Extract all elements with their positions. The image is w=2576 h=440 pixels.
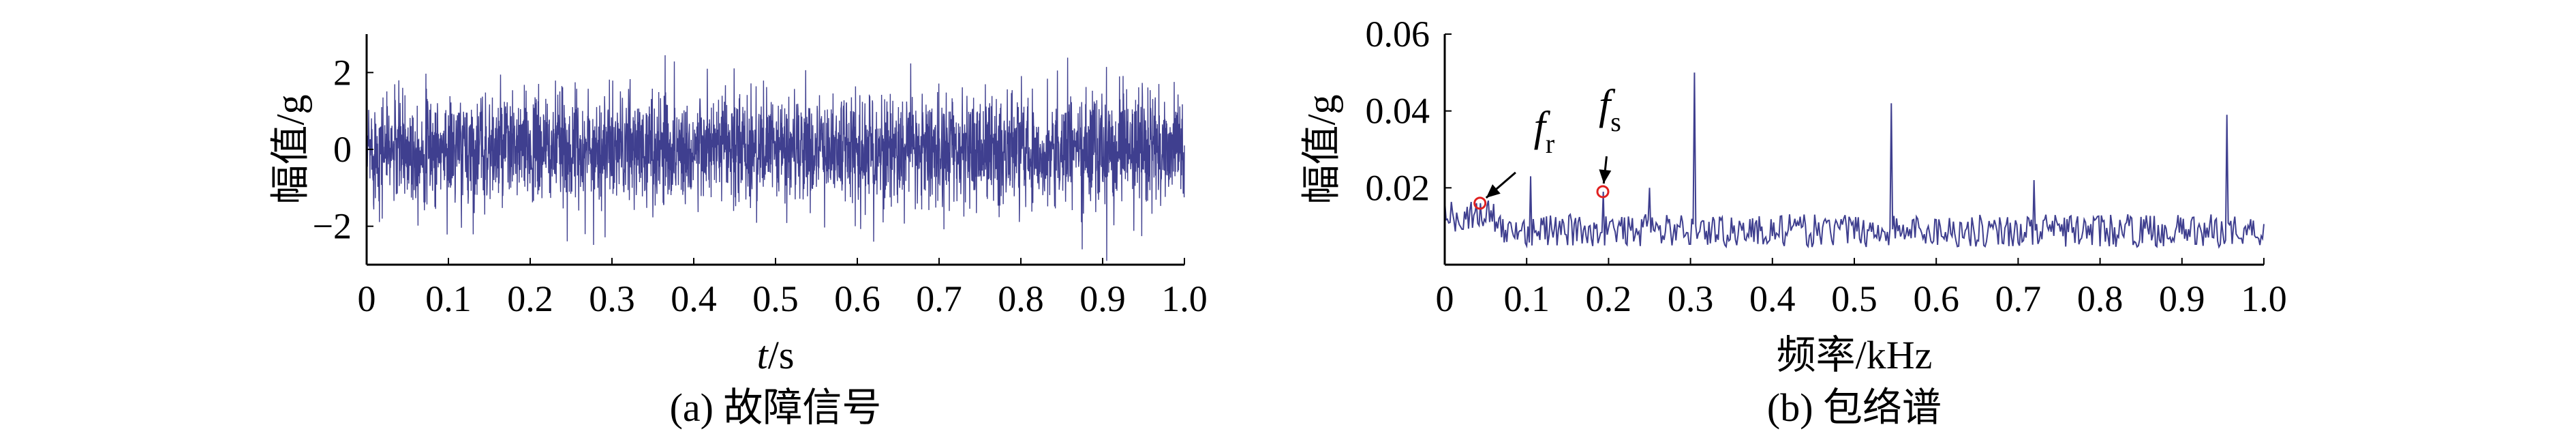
envelope-spectrum-x-tick-label: 0.1 — [1503, 278, 1550, 319]
envelope-spectrum-x-tick-label: 0.9 — [2159, 278, 2205, 319]
envelope-spectrum-x-tick-label: 0.5 — [1831, 278, 1877, 319]
envelope-spectrum-x-tick-label: 0.7 — [1995, 278, 2042, 319]
envelope-spectrum-y-tick-label: 0.06 — [1366, 14, 1430, 55]
annotation-label-s: fs — [1599, 82, 1621, 137]
time-signal-y-tick-label: 0 — [333, 129, 352, 170]
time-signal-x-tick-label: 0.7 — [916, 278, 962, 319]
envelope-spectrum-ticks: 0 0.1 0.2 0.3 0.4 0.5 0.6 0.7 0.8 0.9 1.0 0.02 0.04 0… — [1366, 14, 2287, 319]
annotation-arrowhead-s — [1599, 169, 1612, 184]
time-signal-x-tick-label: 0.1 — [425, 278, 472, 319]
time-signal-x-tick-label: 1.0 — [1161, 278, 1208, 319]
envelope-spectrum-y-axis-label: 幅值/g — [1299, 94, 1343, 204]
annotation-arrowhead-r — [1486, 184, 1501, 199]
time-signal-x-tick-label: 0.4 — [671, 278, 717, 319]
time-signal-x-axis-symbol: t — [757, 333, 769, 377]
time-signal-x-tick-label: 0.5 — [752, 278, 799, 319]
annotation-label-subscript: r — [1546, 128, 1554, 159]
time-signal-x-tick-label: 0 — [358, 278, 376, 319]
time-signal-x-axis-unit: /s — [768, 333, 795, 377]
time-signal-x-tick-label: 0.2 — [507, 278, 553, 319]
annotation-label-r: fr — [1534, 104, 1555, 159]
annotation-marker-r — [1473, 196, 1487, 210]
time-signal-x-tick-label: 0.3 — [589, 278, 635, 319]
time-signal-plot-area — [366, 55, 1185, 261]
time-signal-x-tick-label: 0.6 — [834, 278, 880, 319]
envelope-spectrum-plot-area — [1444, 72, 2265, 249]
envelope-spectrum-y-tick-label: 0.02 — [1366, 167, 1430, 208]
envelope-spectrum-series-line — [1444, 72, 2265, 249]
annotation-label-subscript: s — [1610, 106, 1621, 137]
time-signal-ticks: 0 0.1 0.2 0.3 0.4 0.5 0.6 0.7 0.8 0.9 1.0−202 — [313, 52, 1208, 319]
time-signal-chart: 0 0.1 0.2 0.3 0.4 0.5 0.6 0.7 0.8 0.9 1.0−202 幅值/g… — [268, 34, 1208, 430]
time-signal-x-tick-label: 0.8 — [998, 278, 1044, 319]
time-signal-y-tick-label: 2 — [333, 52, 352, 93]
time-signal-x-tick-label: 0.9 — [1079, 278, 1126, 319]
time-signal-series-line — [366, 55, 1185, 261]
envelope-spectrum-x-tick-label: 1.0 — [2241, 278, 2287, 319]
time-signal-caption: (a) 故障信号 — [670, 385, 882, 430]
envelope-spectrum-caption: (b) 包络谱 — [1767, 385, 1942, 430]
envelope-spectrum-chart: 0 0.1 0.2 0.3 0.4 0.5 0.6 0.7 0.8 0.9 1.0 0.02 0.04 0… — [1299, 14, 2286, 430]
envelope-spectrum-x-tick-label: 0.4 — [1749, 278, 1796, 319]
envelope-spectrum-x-tick-label: 0.6 — [1913, 278, 1959, 319]
envelope-spectrum-y-tick-label: 0.04 — [1366, 91, 1430, 132]
envelope-spectrum-x-tick-label: 0.2 — [1586, 278, 1632, 319]
envelope-spectrum-x-tick-label: 0.3 — [1668, 278, 1714, 319]
envelope-spectrum-x-tick-label: 0 — [1436, 278, 1454, 319]
time-signal-y-tick-label: −2 — [313, 206, 352, 247]
time-signal-y-axis-label: 幅值/g — [268, 94, 312, 204]
time-signal-x-axis-label: t/s — [757, 333, 795, 377]
envelope-spectrum-x-axis-label: 频率/kHz — [1777, 333, 1933, 377]
annotation-marker-s — [1596, 185, 1610, 199]
envelope-spectrum-x-tick-label: 0.8 — [2077, 278, 2123, 319]
